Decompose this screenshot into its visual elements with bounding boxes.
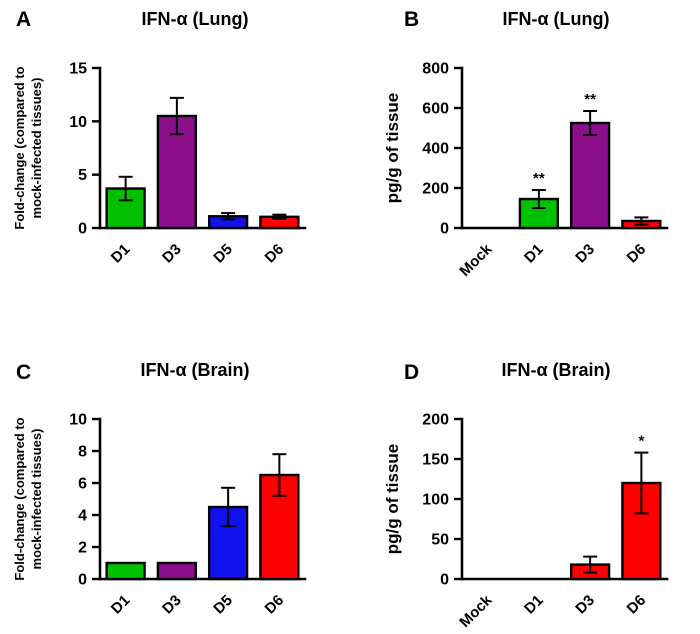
y-tick-label: 4 xyxy=(78,508,87,525)
x-tick-label: Mock xyxy=(456,240,496,280)
panel-label-c: C xyxy=(16,361,32,384)
x-tick-label: D1 xyxy=(108,241,134,267)
y-tick-label: 5 xyxy=(78,167,87,184)
x-tick-label: D3 xyxy=(572,241,598,267)
y-tick-label: 50 xyxy=(431,532,449,549)
x-tick-label: D5 xyxy=(210,592,236,618)
y-tick-label: 8 xyxy=(78,444,87,461)
bar-chart-c: 0 2 4 6 8 10 Fold-change (compared to mock-infe… xyxy=(12,412,307,618)
y-tick-label: 200 xyxy=(422,181,449,198)
x-tick-label: D3 xyxy=(159,241,185,267)
y-tick-label: 150 xyxy=(422,452,449,469)
bar-chart-d: 0 50 100 150 200 pg/g of tissue Mock D1 D3 * D6 xyxy=(383,412,669,631)
bar-d1 xyxy=(105,561,146,581)
panel-d: D IFN-α (Brain) 0 50 100 150 200 pg/g of tiss… xyxy=(350,317,700,634)
y-tick-label: 800 xyxy=(422,61,449,78)
x-tick-label: D1 xyxy=(521,241,547,267)
y-axis-title: mock-infected tissues) xyxy=(29,429,44,570)
bar-chart-a: 0 5 10 15 Fold-change (compared to mock-infec… xyxy=(12,61,307,267)
sig-label: ** xyxy=(533,170,545,187)
y-axis-title: pg/g of tissue xyxy=(383,93,402,204)
x-tick-label: D6 xyxy=(262,241,288,267)
x-tick-label: D3 xyxy=(159,592,185,618)
x-tick-label: D6 xyxy=(624,592,650,618)
y-tick-label: 6 xyxy=(78,476,87,493)
panel-b: B IFN-α (Lung) 0 200 400 600 800 pg/g of tiss… xyxy=(350,0,700,317)
sig-label: * xyxy=(638,433,644,450)
x-tick-label: D5 xyxy=(210,241,236,267)
chart-title-b: IFN-α (Lung) xyxy=(502,9,610,29)
chart-title-c: IFN-α (Brain) xyxy=(140,360,250,380)
y-tick-label: 600 xyxy=(422,101,449,118)
y-tick-label: 0 xyxy=(440,221,449,238)
x-tick-label: D3 xyxy=(572,592,598,618)
x-tick-label: Mock xyxy=(456,591,496,631)
panel-c: C IFN-α (Brain) 0 2 4 6 8 10 Fold-change (comp… xyxy=(0,317,350,634)
y-tick-label: 0 xyxy=(78,572,87,589)
x-tick-label: D1 xyxy=(521,592,547,618)
bar-d3 xyxy=(569,121,611,230)
y-axis-title: Fold-change (compared to xyxy=(12,66,27,229)
y-tick-label: 0 xyxy=(440,572,449,589)
y-tick-label: 2 xyxy=(78,540,87,557)
y-tick-label: 10 xyxy=(69,412,87,429)
y-tick-label: 200 xyxy=(422,412,449,429)
x-tick-label: D1 xyxy=(108,592,134,618)
x-tick-label: D6 xyxy=(624,241,650,267)
y-axis-title: mock-infected tissues) xyxy=(29,78,44,219)
y-tick-label: 0 xyxy=(78,221,87,238)
y-tick-label: 10 xyxy=(69,114,87,131)
bar-chart-b: 0 200 400 600 800 pg/g of tissue Mock ** D1 ** D3 D… xyxy=(383,61,669,280)
y-tick-label: 400 xyxy=(422,141,449,158)
y-axis-title: Fold-change (compared to xyxy=(12,417,27,580)
bar-d3 xyxy=(156,561,198,581)
sig-label: ** xyxy=(584,91,596,108)
y-tick-label: 100 xyxy=(422,492,449,509)
panel-a: A IFN-α (Lung) 0 5 10 15 Fold-change (compar… xyxy=(0,0,350,317)
panel-label-a: A xyxy=(16,8,32,31)
panel-label-b: B xyxy=(404,8,420,31)
chart-title-a: IFN-α (Lung) xyxy=(141,9,249,29)
x-tick-label: D6 xyxy=(262,592,288,618)
y-tick-label: 15 xyxy=(69,61,87,78)
chart-title-d: IFN-α (Brain) xyxy=(501,360,611,380)
panel-label-d: D xyxy=(404,361,420,384)
y-axis-title: pg/g of tissue xyxy=(383,444,402,555)
